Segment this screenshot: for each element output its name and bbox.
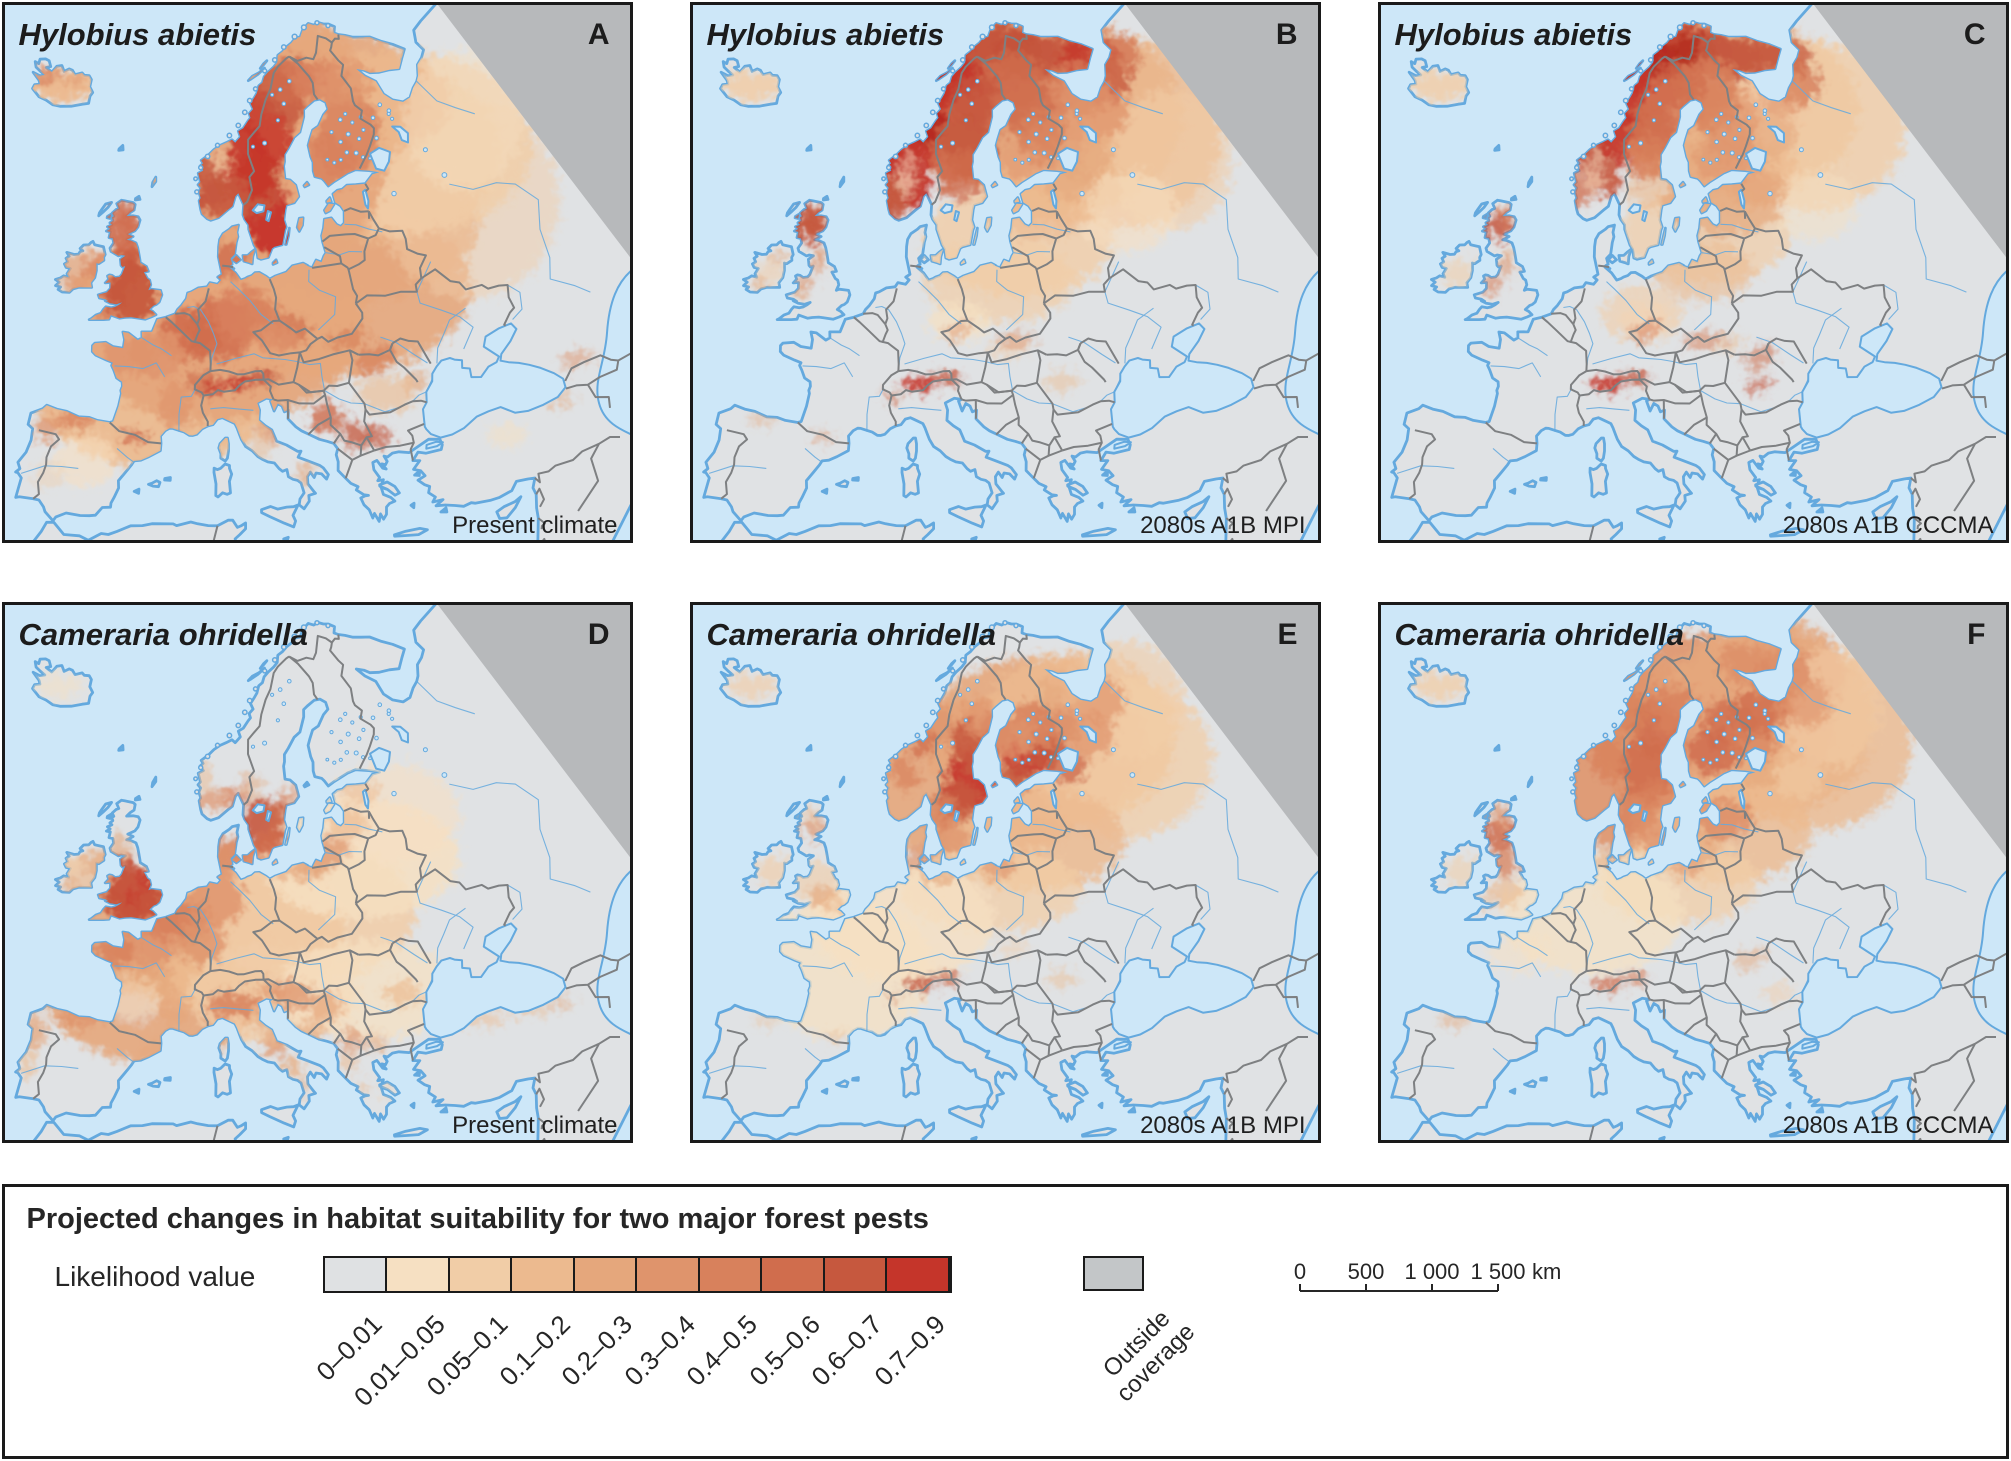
svg-text:0: 0 — [1294, 1259, 1306, 1284]
svg-text:500: 500 — [1348, 1259, 1385, 1284]
svg-text:km: km — [1532, 1259, 1561, 1284]
svg-text:1 500: 1 500 — [1470, 1259, 1525, 1284]
svg-text:1 000: 1 000 — [1404, 1259, 1459, 1284]
